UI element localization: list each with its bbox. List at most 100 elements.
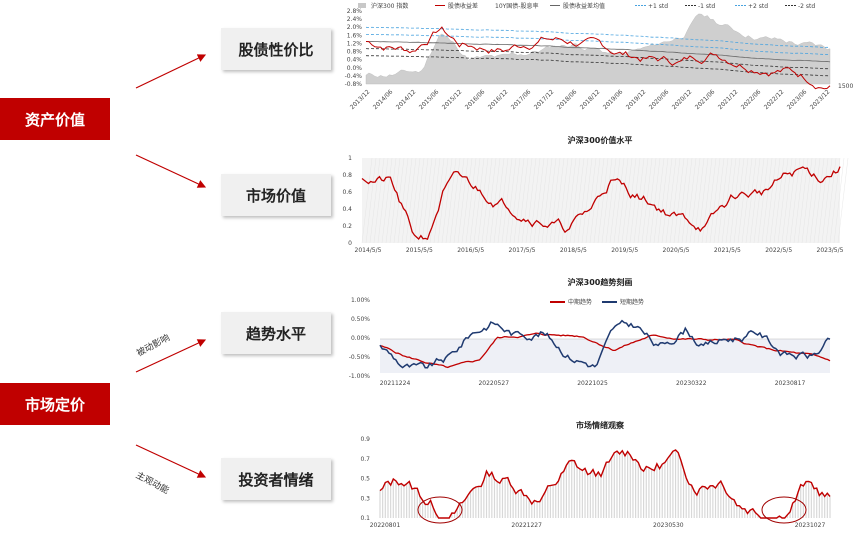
x-tick: 2015/12 xyxy=(441,88,464,111)
trend-level-box: 趋势水平 xyxy=(221,312,331,354)
legend-item: 股债收益差均值 xyxy=(563,2,605,10)
y-tick: 0.00% xyxy=(351,335,370,342)
x-tick: 2019/06 xyxy=(602,88,625,111)
legend-item: -2 std xyxy=(798,3,815,10)
y-tick: 0.0% xyxy=(347,65,363,72)
x-tick: 20220801 xyxy=(370,522,401,529)
trend-chart: 中期趋势 短期趋势 1.00% 0.50% 0.00% -0.50% -1.00% 202… xyxy=(349,297,831,387)
minus-1-std-line xyxy=(365,48,831,70)
chart3-y-axis: 1.00% 0.50% 0.00% -0.50% -1.00% xyxy=(349,297,371,380)
index-area xyxy=(365,13,831,85)
x-tick: 2016/12 xyxy=(487,88,510,111)
x-tick: 2022/5/5 xyxy=(765,247,792,254)
highlight-ellipse-left xyxy=(417,496,463,524)
y-tick: 1 xyxy=(348,155,352,162)
y-tick: -1.00% xyxy=(349,373,371,380)
x-tick: 2018/5/5 xyxy=(560,247,587,254)
right-tick: 1500 xyxy=(838,83,853,90)
chart2-y-axis: 1 0.8 0.6 0.4 0.2 0 xyxy=(342,155,352,247)
x-tick: 2020/12 xyxy=(671,88,694,111)
spread-line xyxy=(365,26,831,90)
market-value-box: 市场价值 xyxy=(221,174,331,216)
y-tick: 2.0% xyxy=(347,24,363,31)
x-tick: 2021/12 xyxy=(717,88,740,111)
x-tick: 20230322 xyxy=(676,380,707,387)
market-pricing-label: 市场定价 xyxy=(0,383,110,425)
y-tick: 0 xyxy=(348,240,352,247)
arrow-trend xyxy=(135,339,207,373)
legend-medium: 中期趋势 xyxy=(568,298,592,306)
y-tick: 0.2 xyxy=(342,223,352,230)
y-tick: 2.4% xyxy=(347,16,363,23)
market-value-title: 沪深300价值水平 xyxy=(567,136,633,145)
chart4-x-axis: 20220801 20221227 20230530 20231027 xyxy=(370,522,826,529)
y-tick: 0.1 xyxy=(360,515,370,522)
medium-trend-line xyxy=(379,332,831,369)
x-tick: 20220527 xyxy=(478,380,509,387)
chart1-legend: 沪深300 指数 股债收益差 10Y国债-股息率 股债收益差均值 +1 std -1 st… xyxy=(358,2,815,10)
y-tick: 0.6 xyxy=(342,189,352,196)
trend-title: 沪深300趋势刻画 xyxy=(567,278,633,287)
y-tick: 1.00% xyxy=(351,297,370,304)
x-tick: 2022/06 xyxy=(740,88,763,111)
y-tick: 0.8 xyxy=(342,172,352,179)
x-tick: 2014/06 xyxy=(372,88,395,111)
equity-bond-chart: 沪深300 指数 股债收益差 10Y国债-股息率 股债收益差均值 +1 std -1 st… xyxy=(345,2,854,111)
sentiment-box: 投资者情绪 xyxy=(221,458,331,500)
x-tick: 2021/5/5 xyxy=(714,247,741,254)
x-tick: 2022/12 xyxy=(763,88,786,111)
x-tick: 2016/06 xyxy=(464,88,487,111)
y-tick: 0.8% xyxy=(347,49,363,56)
y-tick: 0.7 xyxy=(360,456,370,463)
chart1-x-axis: 2013/12 2014/06 2014/12 2015/06 2015/12 2016/… xyxy=(349,88,832,111)
y-tick: 2.8% xyxy=(347,8,363,15)
plus-1-std-line xyxy=(365,33,831,56)
y-tick: -0.50% xyxy=(349,354,371,361)
arrow-equity-bond xyxy=(135,54,207,89)
x-tick: 20230530 xyxy=(653,522,684,529)
x-tick: 2014/5/5 xyxy=(355,247,382,254)
x-tick: 2017/5/5 xyxy=(509,247,536,254)
sentiment-bars xyxy=(379,450,831,518)
x-tick: 2023/5/5 xyxy=(817,247,844,254)
x-tick: 2018/06 xyxy=(556,88,579,111)
x-tick: 20211224 xyxy=(380,380,411,387)
y-tick: 0.4% xyxy=(347,57,363,64)
x-tick: 2017/12 xyxy=(533,88,556,111)
highlight-ellipse-right xyxy=(761,496,807,524)
chart1-y-axis: 2.8%2.4%2.0%1.6%1.2% 0.8%0.4%0.0%-0.4%-0.… xyxy=(345,8,363,88)
legend-item: +2 std xyxy=(748,3,768,10)
arrow-sentiment xyxy=(135,444,207,478)
x-tick: 2020/06 xyxy=(648,88,671,111)
y-tick: 0.4 xyxy=(342,206,352,213)
x-tick: 2019/5/5 xyxy=(611,247,638,254)
x-tick: 2021/06 xyxy=(694,88,717,111)
x-tick: 2023/06 xyxy=(786,88,809,111)
short-trend-line xyxy=(379,319,831,369)
y-tick: 0.5 xyxy=(360,476,370,483)
legend-item: 股债收益差 xyxy=(448,2,478,10)
chart3-legend: 中期趋势 短期趋势 xyxy=(550,298,644,306)
equity-bond-box: 股债性价比 xyxy=(221,28,331,70)
x-tick: 2018/12 xyxy=(579,88,602,111)
y-tick: -0.8% xyxy=(345,81,363,88)
y-tick: 0.3 xyxy=(360,495,370,502)
chart3-x-axis: 20211224 20220527 20221025 20230322 20230817 xyxy=(380,380,806,387)
y-tick: 0.50% xyxy=(351,316,370,323)
x-tick: 20230817 xyxy=(775,380,806,387)
legend-short: 短期趋势 xyxy=(620,298,644,306)
x-tick: 20221227 xyxy=(511,522,542,529)
value-level-line xyxy=(361,166,841,241)
x-tick: 2017/06 xyxy=(510,88,533,111)
market-value-chart: 10.80.60.40.20 2014/5/5 2015/5/5 2016/5/5 2… xyxy=(342,155,849,254)
x-tick: 2015/06 xyxy=(418,88,441,111)
y-tick: 1.2% xyxy=(347,40,363,47)
legend-item: -1 std xyxy=(698,3,715,10)
x-tick: 2014/12 xyxy=(395,88,418,111)
mean-line xyxy=(365,41,831,63)
x-tick: 2016/5/5 xyxy=(457,247,484,254)
chart4-y-axis: 0.9 0.7 0.5 0.3 0.1 xyxy=(360,436,370,522)
x-tick: 20231027 xyxy=(795,522,826,529)
y-tick: 0.9 xyxy=(360,436,370,443)
